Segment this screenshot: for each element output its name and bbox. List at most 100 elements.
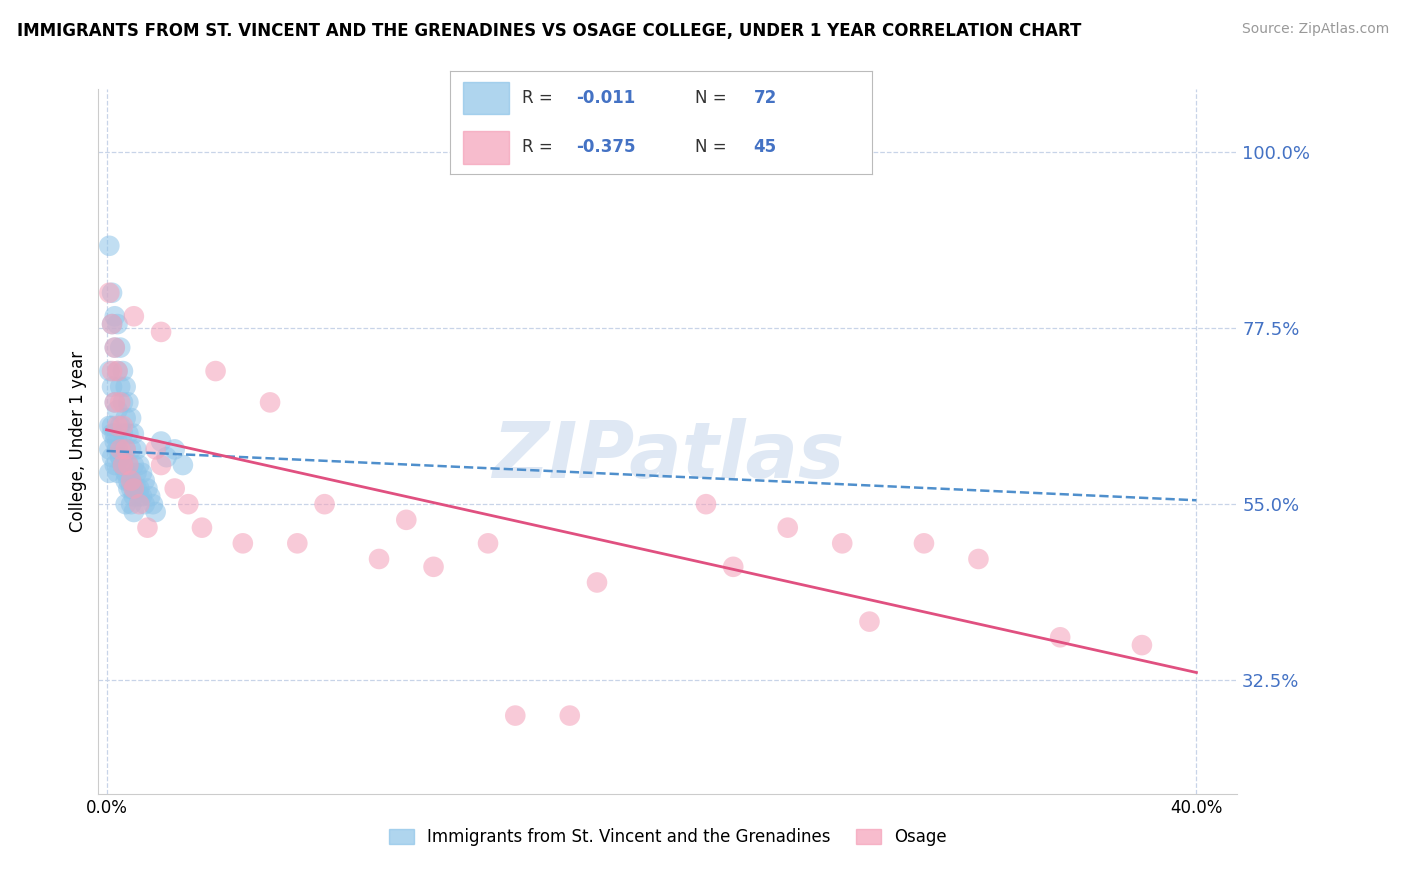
Point <box>101 426 124 441</box>
Point <box>117 474 139 488</box>
Point <box>1049 630 1071 644</box>
Point <box>117 458 139 472</box>
Point <box>111 418 134 433</box>
Text: R =: R = <box>522 138 553 156</box>
Point <box>111 395 134 409</box>
Point <box>117 458 139 472</box>
Point <box>155 450 177 465</box>
Point <box>114 442 136 457</box>
Point <box>114 474 136 488</box>
Point <box>125 442 148 457</box>
Point <box>111 364 134 378</box>
Point <box>117 426 139 441</box>
Point <box>111 458 134 472</box>
Point <box>967 552 990 566</box>
Point <box>1130 638 1153 652</box>
Point <box>128 482 150 496</box>
Point <box>125 466 148 480</box>
Point <box>114 411 136 425</box>
Point <box>122 482 145 496</box>
Text: IMMIGRANTS FROM ST. VINCENT AND THE GRENADINES VS OSAGE COLLEGE, UNDER 1 YEAR CO: IMMIGRANTS FROM ST. VINCENT AND THE GREN… <box>17 22 1081 40</box>
Point <box>107 418 129 433</box>
Point <box>107 403 129 417</box>
Text: N =: N = <box>695 138 725 156</box>
Point <box>120 482 142 496</box>
Point <box>110 418 132 433</box>
Point <box>114 497 136 511</box>
Legend: Immigrants from St. Vincent and the Grenadines, Osage: Immigrants from St. Vincent and the Gren… <box>382 822 953 853</box>
Point <box>128 489 150 503</box>
Point <box>101 418 124 433</box>
Point <box>104 341 127 355</box>
Point <box>117 395 139 409</box>
Point <box>110 450 132 465</box>
Point <box>422 559 444 574</box>
Point <box>98 285 121 300</box>
Point <box>136 521 159 535</box>
Point <box>285 536 308 550</box>
Point <box>134 474 156 488</box>
Point <box>586 575 609 590</box>
Point <box>314 497 336 511</box>
Point <box>104 310 127 324</box>
Point <box>104 458 127 472</box>
Point <box>98 418 121 433</box>
Point <box>191 521 214 535</box>
Point <box>114 380 136 394</box>
Point <box>122 489 145 503</box>
Point <box>120 497 142 511</box>
Point <box>107 364 129 378</box>
Point <box>101 450 124 465</box>
Point <box>110 341 132 355</box>
Text: R =: R = <box>522 89 553 107</box>
Point <box>163 482 186 496</box>
Point <box>232 536 254 550</box>
Point <box>150 458 173 472</box>
Bar <box>463 131 509 163</box>
Point <box>368 552 391 566</box>
Point <box>122 426 145 441</box>
Point <box>142 497 165 511</box>
Point <box>104 395 127 409</box>
Point <box>120 411 142 425</box>
Point <box>558 708 581 723</box>
Point <box>101 317 124 331</box>
Point <box>139 489 162 503</box>
Point <box>107 364 129 378</box>
Point <box>695 497 717 511</box>
Point <box>723 559 745 574</box>
Point <box>128 458 150 472</box>
Point <box>131 466 153 480</box>
Point <box>101 364 124 378</box>
Point <box>477 536 499 550</box>
Text: N =: N = <box>695 89 725 107</box>
Text: Source: ZipAtlas.com: Source: ZipAtlas.com <box>1241 22 1389 37</box>
Point <box>128 497 150 511</box>
Point <box>104 341 127 355</box>
Point <box>111 458 134 472</box>
Point <box>107 317 129 331</box>
Bar <box>463 81 509 114</box>
Point <box>122 505 145 519</box>
Point <box>110 442 132 457</box>
Point <box>104 434 127 449</box>
Point <box>134 497 156 511</box>
Text: -0.375: -0.375 <box>576 138 636 156</box>
Point <box>503 708 526 723</box>
Point <box>110 450 132 465</box>
Point <box>117 482 139 496</box>
Point <box>104 395 127 409</box>
Point <box>111 426 134 441</box>
Point <box>111 458 134 472</box>
Y-axis label: College, Under 1 year: College, Under 1 year <box>69 351 87 533</box>
Point <box>122 458 145 472</box>
Point <box>98 466 121 480</box>
Point <box>776 521 799 535</box>
Point <box>131 489 153 503</box>
Text: 45: 45 <box>754 138 776 156</box>
Point <box>120 474 142 488</box>
Point <box>172 458 194 472</box>
Point <box>145 505 167 519</box>
Point <box>114 466 136 480</box>
Point <box>101 317 124 331</box>
